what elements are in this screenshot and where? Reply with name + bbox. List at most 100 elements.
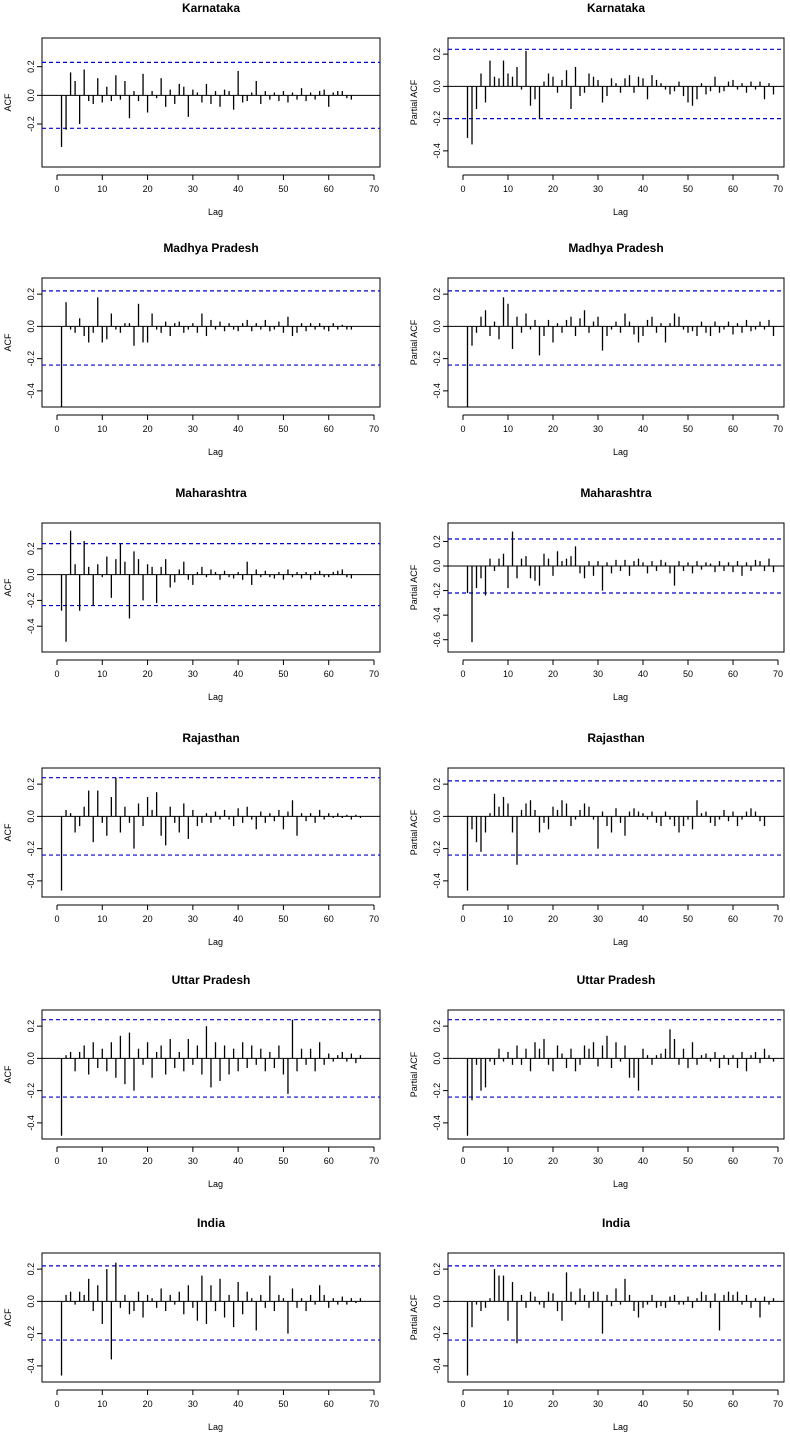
y-tick-label: 0.0 bbox=[432, 810, 442, 823]
plot-frame bbox=[41, 277, 381, 408]
panel-title: Madhya Pradesh bbox=[163, 241, 258, 255]
x-axis: 0 10 20 30 40 50 60 70 bbox=[54, 904, 379, 924]
plot-frame bbox=[41, 37, 381, 168]
y-axis: 0.2 0.0 -0.2 -0.4 -0.6 bbox=[432, 535, 448, 647]
y-tick-label: 0.2 bbox=[26, 60, 36, 73]
x-tick-label: 20 bbox=[548, 669, 558, 679]
y-axis: 0.2 0.0 -0.2 -0.4 bbox=[432, 1263, 448, 1374]
y-tick-label: -0.4 bbox=[432, 1115, 442, 1131]
panel-1: Karnataka 0.2 0.0 -0.2 -0.4 Partial ACF 0 10 20 3… bbox=[409, 1, 785, 217]
x-tick-label: 0 bbox=[460, 184, 465, 194]
x-tick-label: 50 bbox=[278, 669, 288, 679]
y-axis-label: Partial ACF bbox=[409, 319, 419, 365]
y-axis: 0.2 0.0 -0.2 -0.4 bbox=[432, 778, 448, 889]
x-tick-label: 60 bbox=[324, 1399, 334, 1409]
acf-bars bbox=[60, 530, 353, 642]
y-axis: 0.2 0.0 -0.2 -0.4 bbox=[26, 778, 42, 889]
y-tick-label: -0.4 bbox=[26, 1358, 36, 1374]
x-tick-label: 40 bbox=[233, 424, 243, 434]
y-tick-label: -0.2 bbox=[432, 111, 442, 127]
plot-frame bbox=[447, 1252, 785, 1383]
x-tick-label: 70 bbox=[369, 1399, 379, 1409]
x-tick-label: 0 bbox=[460, 1156, 465, 1166]
panel-title: Rajasthan bbox=[182, 731, 239, 745]
plot-frame bbox=[41, 767, 381, 898]
x-tick-label: 0 bbox=[460, 424, 465, 434]
x-tick-label: 20 bbox=[143, 1156, 153, 1166]
x-tick-label: 40 bbox=[638, 1399, 648, 1409]
x-tick-label: 40 bbox=[638, 1156, 648, 1166]
y-tick-label: 0.0 bbox=[432, 1052, 442, 1065]
x-tick-label: 60 bbox=[324, 1156, 334, 1166]
plot-frame bbox=[447, 37, 785, 168]
x-tick-label: 30 bbox=[188, 914, 198, 924]
x-tick-label: 30 bbox=[188, 1156, 198, 1166]
x-tick-label: 60 bbox=[728, 424, 738, 434]
x-axis-label: Lag bbox=[613, 692, 628, 702]
y-tick-label: -0.4 bbox=[432, 873, 442, 889]
y-axis: 0.2 0.0 -0.2 -0.4 bbox=[26, 543, 42, 634]
y-tick-label: 0.2 bbox=[432, 48, 442, 61]
x-tick-label: 0 bbox=[460, 914, 465, 924]
y-axis: 0.2 0.0 -0.2 -0.4 bbox=[26, 1263, 42, 1374]
x-tick-label: 0 bbox=[460, 669, 465, 679]
x-tick-label: 40 bbox=[638, 669, 648, 679]
y-tick-label: 0.2 bbox=[432, 288, 442, 301]
y-tick-label: -0.4 bbox=[26, 618, 36, 634]
x-axis-label: Lag bbox=[208, 1422, 223, 1432]
plot-frame bbox=[447, 522, 785, 653]
y-tick-label: 0.0 bbox=[432, 320, 442, 333]
plot-frame bbox=[41, 1009, 381, 1140]
x-tick-label: 70 bbox=[369, 184, 379, 194]
y-tick-label: 0.0 bbox=[26, 1295, 36, 1308]
x-tick-label: 60 bbox=[324, 669, 334, 679]
plot-frame bbox=[41, 1252, 381, 1383]
acf-bars bbox=[466, 297, 775, 407]
x-tick-label: 20 bbox=[143, 424, 153, 434]
x-axis: 0 10 20 30 40 50 60 70 bbox=[460, 1389, 783, 1409]
y-tick-label: -0.4 bbox=[26, 1115, 36, 1131]
x-tick-label: 10 bbox=[503, 184, 513, 194]
acf-bars bbox=[60, 1262, 362, 1376]
x-tick-label: 50 bbox=[683, 914, 693, 924]
x-tick-label: 40 bbox=[233, 914, 243, 924]
y-axis-label: Partial ACF bbox=[409, 1051, 419, 1097]
y-tick-label: 0.2 bbox=[26, 778, 36, 791]
x-tick-label: 10 bbox=[503, 669, 513, 679]
x-tick-label: 30 bbox=[188, 184, 198, 194]
y-tick-label: 0.0 bbox=[432, 1295, 442, 1308]
x-tick-label: 0 bbox=[54, 1156, 59, 1166]
x-axis: 0 10 20 30 40 50 60 70 bbox=[54, 659, 379, 679]
y-tick-label: 0.0 bbox=[26, 1052, 36, 1065]
panel-title: India bbox=[197, 1216, 225, 1230]
x-axis-label: Lag bbox=[613, 447, 628, 457]
x-axis: 0 10 20 30 40 50 60 70 bbox=[54, 414, 379, 434]
x-tick-label: 30 bbox=[593, 184, 603, 194]
y-tick-label: -0.4 bbox=[432, 383, 442, 399]
y-tick-label: -0.2 bbox=[432, 583, 442, 599]
plot-frame bbox=[447, 277, 785, 408]
panel-title: Rajasthan bbox=[587, 731, 644, 745]
acf-bars bbox=[466, 793, 766, 891]
x-tick-label: 10 bbox=[97, 1399, 107, 1409]
acf-bars bbox=[60, 777, 362, 891]
y-tick-label: -0.2 bbox=[432, 1083, 442, 1099]
acf-bars bbox=[466, 1269, 775, 1376]
y-tick-label: -0.2 bbox=[26, 593, 36, 609]
x-tick-label: 60 bbox=[728, 1399, 738, 1409]
panel-0: Karnataka 0.2 0.0 -0.2 ACF 0 10 20 30 40 50 60 70 Lag bbox=[3, 1, 381, 217]
x-tick-label: 50 bbox=[278, 184, 288, 194]
x-tick-label: 10 bbox=[97, 184, 107, 194]
plot-frame bbox=[447, 767, 785, 898]
y-axis-label: ACF bbox=[3, 578, 13, 597]
x-tick-label: 60 bbox=[728, 914, 738, 924]
x-tick-label: 10 bbox=[97, 914, 107, 924]
panel-2: Madhya Pradesh 0.2 0.0 -0.2 -0.4 ACF 0 10 20 30 40… bbox=[3, 241, 381, 457]
y-tick-label: -0.2 bbox=[26, 1326, 36, 1342]
acf-bars bbox=[466, 50, 775, 145]
x-tick-label: 70 bbox=[369, 1156, 379, 1166]
x-tick-label: 30 bbox=[188, 424, 198, 434]
x-tick-label: 40 bbox=[233, 184, 243, 194]
x-tick-label: 70 bbox=[369, 914, 379, 924]
